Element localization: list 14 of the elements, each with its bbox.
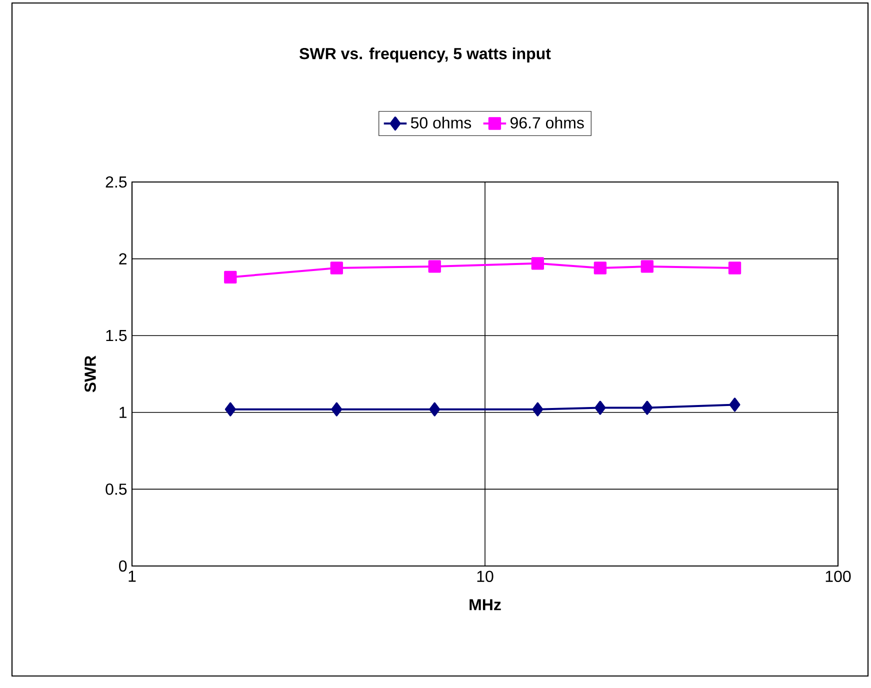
x-axis-title: MHz [470, 599, 501, 610]
y-tick-label: 0 [119, 560, 127, 572]
x-tick-label: 100 [826, 570, 851, 582]
x-tick-label: 10 [477, 570, 494, 582]
x-tick-label: 1 [128, 570, 136, 582]
y-tick-label: 1.5 [106, 330, 127, 342]
y-tick-label: 2 [119, 253, 126, 264]
y-tick-label: 2.5 [106, 176, 127, 188]
y-axis-title: SWR [84, 356, 96, 392]
y-tick-label: 1 [120, 406, 127, 418]
legend-label: 96.7 ohms [510, 116, 584, 128]
chart-title: SWR vs. frequency, 5 watts input [300, 48, 551, 62]
legend-label: 50 ohms [410, 116, 472, 128]
y-tick-label: 0.5 [106, 484, 127, 495]
